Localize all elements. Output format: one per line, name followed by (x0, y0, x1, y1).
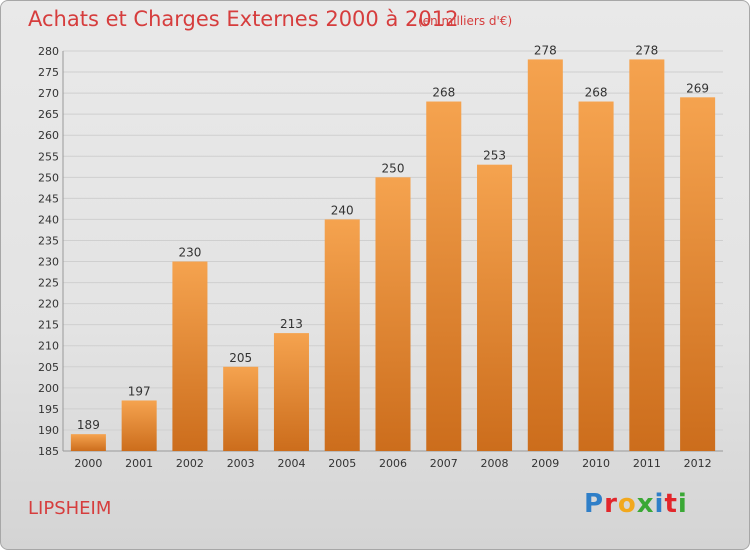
chart-subtitle: (en milliers d'€) (418, 14, 513, 28)
y-tick-label: 250 (38, 171, 59, 184)
y-tick-label: 260 (38, 129, 59, 142)
data-label-2007: 268 (432, 86, 455, 100)
bar-2003 (223, 366, 259, 451)
data-label-2006: 250 (382, 161, 405, 175)
x-tick-label: 2005 (328, 457, 356, 470)
data-label-2001: 197 (128, 384, 151, 398)
data-label-2002: 230 (178, 246, 201, 260)
y-axis-ticks: 185 190 195 200 205 210 215 220 225 230 235 240 245 2… (38, 45, 59, 458)
y-tick-label: 270 (38, 87, 59, 100)
y-tick-label: 205 (38, 361, 59, 374)
x-tick-label: 2002 (176, 457, 204, 470)
x-tick-label: 2006 (379, 457, 407, 470)
x-tick-label: 2009 (531, 457, 559, 470)
x-tick-label: 2000 (74, 457, 102, 470)
data-label-2012: 269 (686, 81, 709, 95)
y-tick-label: 210 (38, 340, 59, 353)
x-tick-label: 2001 (125, 457, 153, 470)
y-tick-label: 185 (38, 445, 59, 458)
bar-2005 (324, 219, 360, 451)
x-tick-label: 2003 (227, 457, 255, 470)
data-labels: 189 197 230 205 213 240 250 268 253 278 268 278 269 (77, 43, 709, 432)
logo-letter: t (664, 489, 678, 519)
bar-2011 (629, 59, 665, 451)
data-label-2010: 268 (585, 86, 608, 100)
y-tick-label: 235 (38, 234, 59, 247)
logo-letter: i (654, 489, 665, 519)
data-label-2011: 278 (635, 43, 658, 57)
y-tick-label: 275 (38, 66, 59, 79)
bar-2006 (375, 177, 411, 451)
y-tick-label: 195 (38, 403, 59, 416)
x-tick-label: 2012 (684, 457, 712, 470)
y-tick-label: 190 (38, 424, 59, 437)
bar-2009 (527, 59, 563, 451)
bar-2012 (680, 97, 716, 451)
y-tick-label: 225 (38, 277, 59, 290)
data-label-2003: 205 (229, 351, 252, 365)
y-tick-label: 215 (38, 319, 59, 332)
bar-2004 (273, 333, 309, 451)
y-tick-label: 280 (38, 45, 59, 58)
data-label-2005: 240 (331, 203, 354, 217)
x-tick-label: 2010 (582, 457, 610, 470)
bar-2007 (426, 101, 462, 452)
y-tick-label: 230 (38, 256, 59, 269)
x-tick-label: 2011 (633, 457, 661, 470)
logo-letter: r (604, 489, 618, 519)
x-tick-label: 2007 (430, 457, 458, 470)
y-tick-label: 255 (38, 150, 59, 163)
x-axis-ticks: 2000 2001 2002 2003 2004 2005 2006 2007 2008 2009… (74, 457, 711, 470)
logo-letter: x (636, 489, 655, 519)
chart-title: Achats et Charges Externes 2000 à 2012 (28, 7, 459, 31)
data-label-2008: 253 (483, 149, 506, 163)
proxiti-logo: Proxiti (584, 489, 688, 519)
place-name: LIPSHEIM (28, 498, 112, 519)
bar-2002 (172, 261, 208, 451)
y-tick-label: 200 (38, 382, 59, 395)
y-tick-label: 220 (38, 298, 59, 311)
data-label-2000: 189 (77, 418, 100, 432)
y-tick-label: 240 (38, 213, 59, 226)
x-tick-label: 2008 (481, 457, 509, 470)
data-label-2004: 213 (280, 317, 303, 331)
y-tick-label: 265 (38, 108, 59, 121)
x-tick-label: 2004 (277, 457, 305, 470)
data-label-2009: 278 (534, 43, 557, 57)
y-tick-label: 245 (38, 192, 59, 205)
bar-2008 (477, 164, 513, 451)
logo-letter: i (677, 489, 688, 519)
bar-2000 (70, 434, 106, 451)
bar-2010 (578, 101, 614, 452)
bar-2001 (121, 400, 157, 451)
logo-letter: o (617, 489, 637, 519)
bars (70, 59, 716, 452)
logo-letter: P (584, 489, 605, 519)
